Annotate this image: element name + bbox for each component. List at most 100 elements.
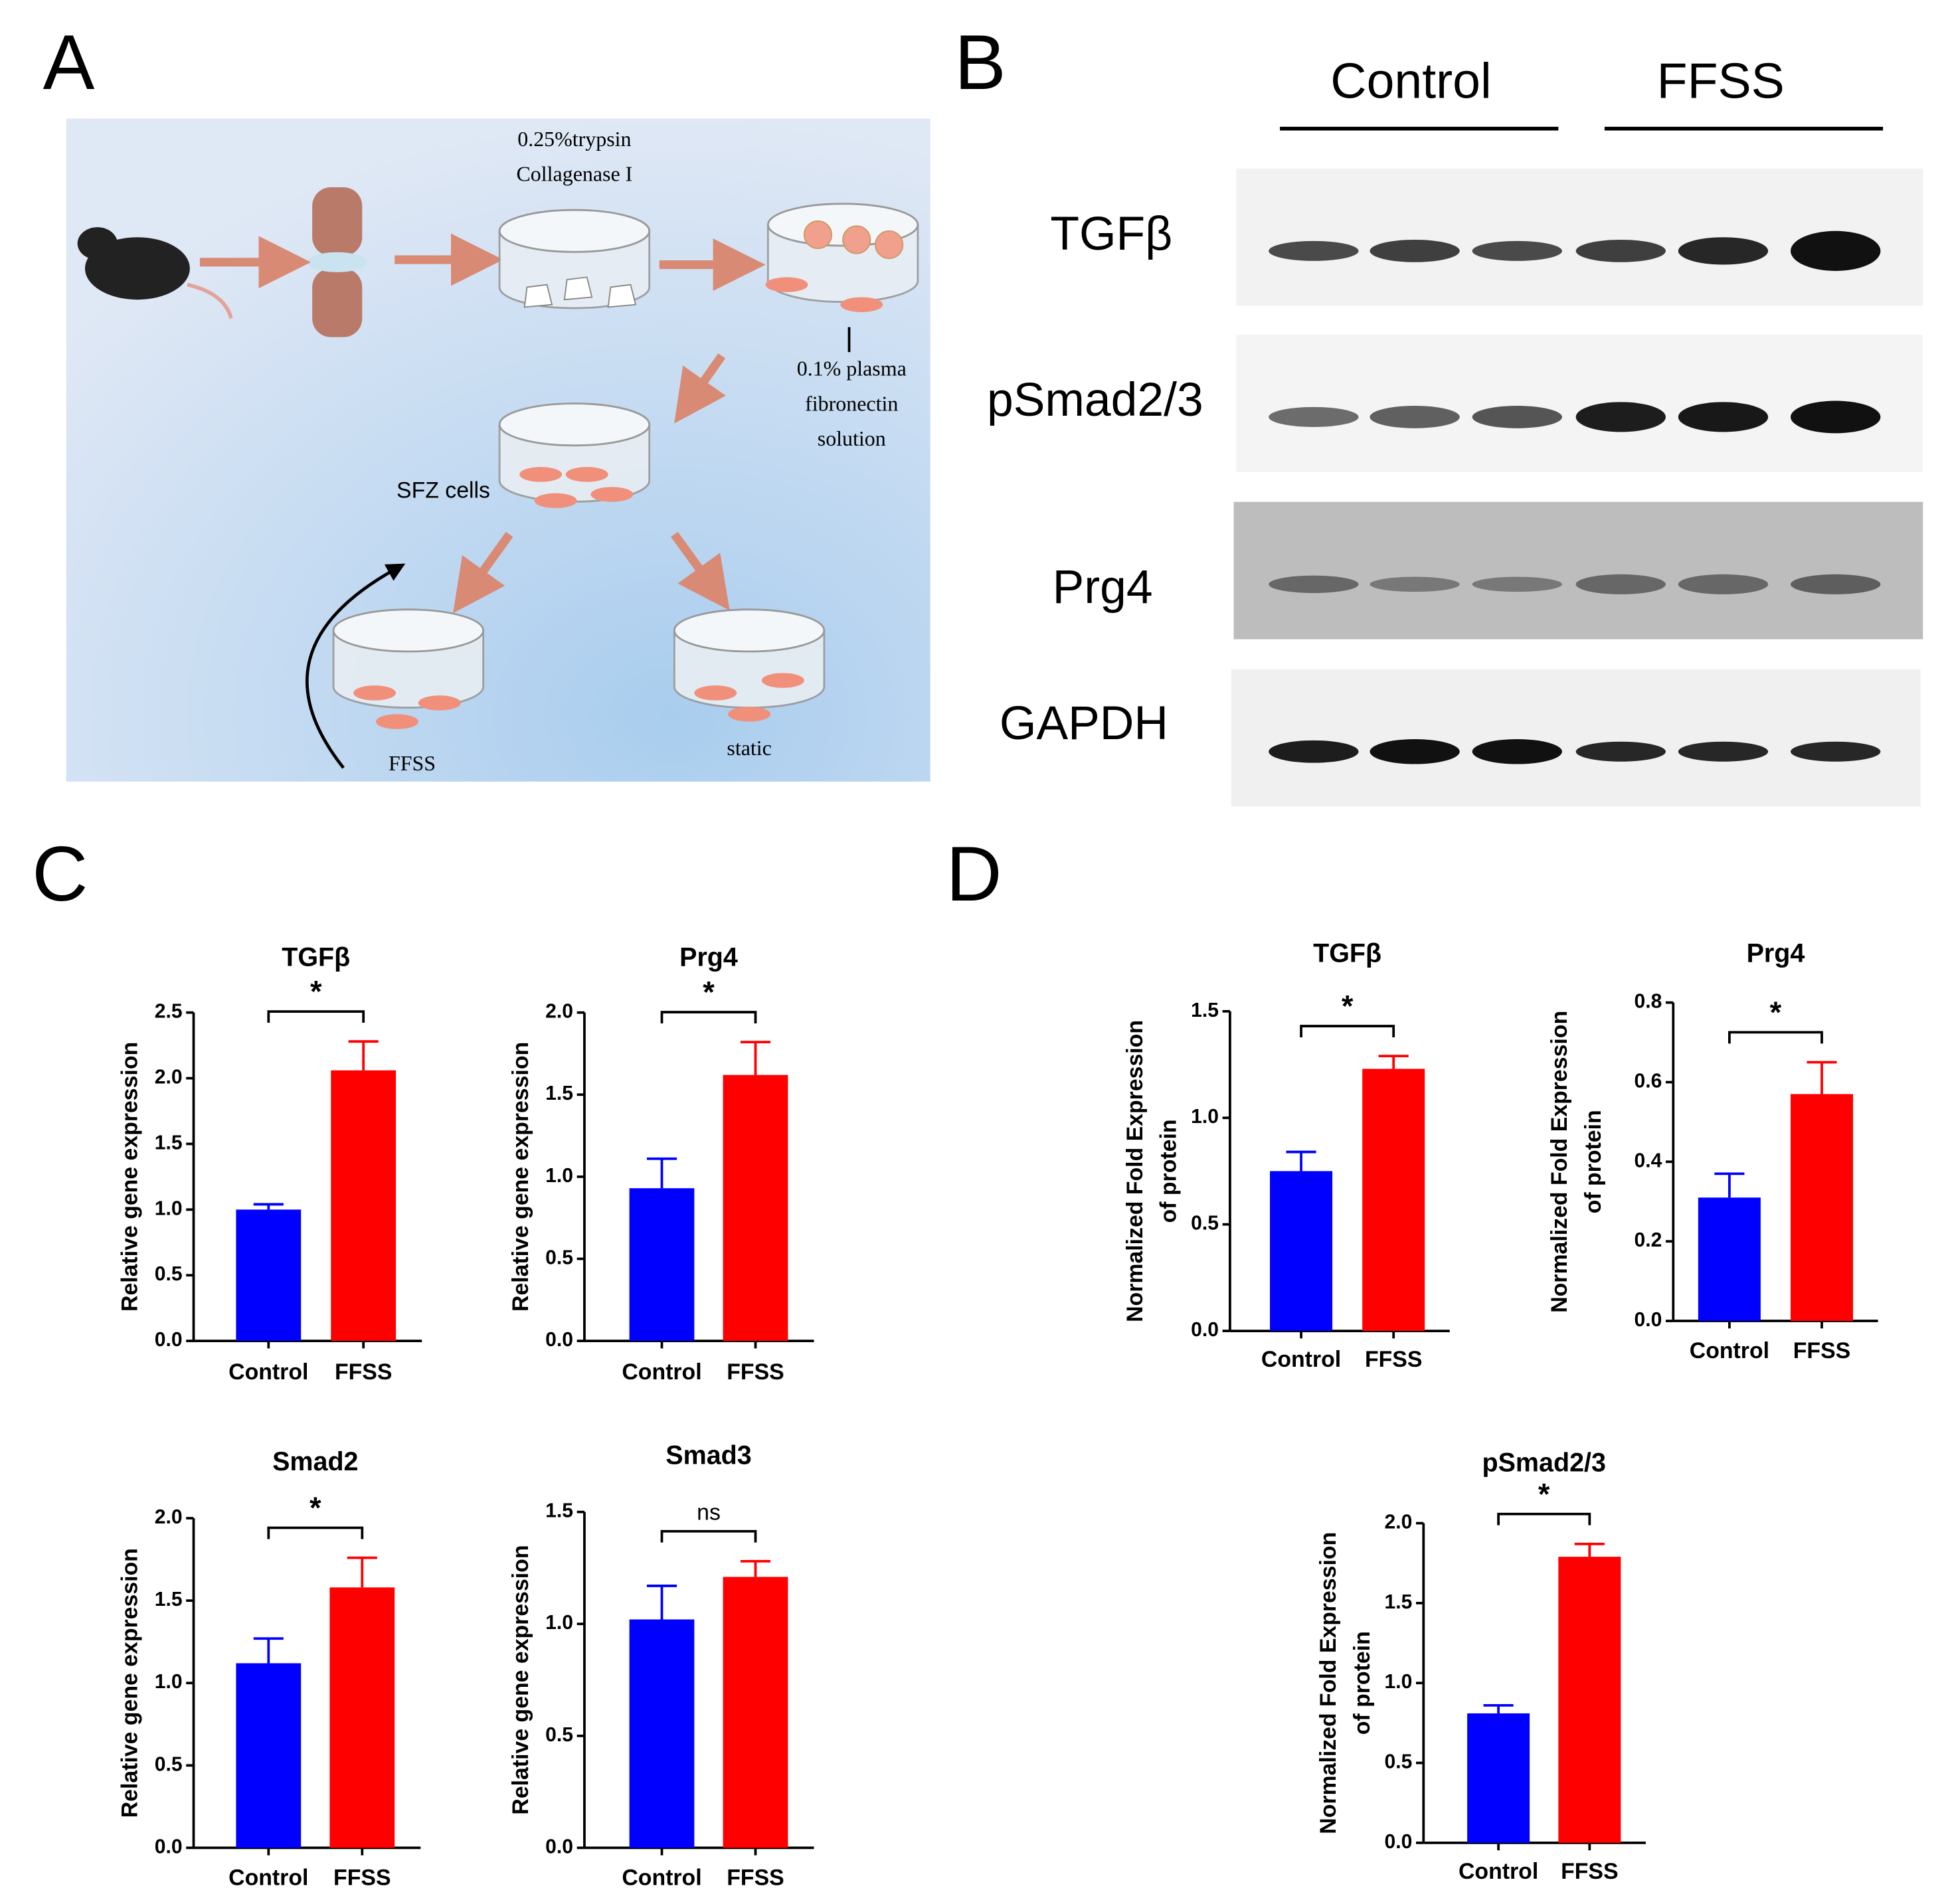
panel-label: B — [954, 19, 1006, 106]
y-tick-label: 2.0 — [545, 1001, 573, 1023]
bar — [1698, 1197, 1761, 1322]
western-blot: Control FFSS TGFβ pSmad2/3 Prg4 GAPDH — [987, 53, 1923, 807]
y-tick-label: 1.0 — [1385, 1671, 1413, 1693]
protein-label: GAPDH — [1000, 697, 1168, 750]
mouse-head — [77, 227, 118, 260]
bar — [723, 1577, 788, 1848]
y-tick-label: 0.0 — [155, 1836, 183, 1858]
y-tick-label: 0.2 — [1635, 1229, 1662, 1251]
diagram-label: 0.25%trypsin — [517, 128, 631, 151]
bar — [236, 1209, 302, 1341]
significance-bracket — [660, 1011, 757, 1023]
blot-band — [1678, 741, 1769, 762]
diagram-label: fibronectin — [805, 392, 898, 415]
x-tick-label: FFSS — [1365, 1347, 1422, 1372]
bar — [629, 1619, 695, 1848]
x-tick-label: FFSS — [727, 1359, 784, 1385]
group-label: FFSS — [1657, 53, 1785, 109]
bar-chart: Prg4 0.0 0.5 1.0 1.5 2.0 Relative gene express… — [508, 942, 814, 1385]
y-tick-label: 1.5 — [155, 1589, 183, 1610]
dish-rim — [498, 209, 651, 253]
blot-band — [1370, 576, 1460, 592]
x-tick-label: FFSS — [335, 1359, 392, 1385]
bar-chart: TGFβ 0.0 0.5 1.0 1.5 2.0 2.5 Relative gene expr… — [117, 942, 422, 1385]
x-tick-label: Control — [1690, 1338, 1769, 1363]
diagram-label: SFZ cells — [397, 478, 490, 503]
chart-title: pSmad2/3 — [1482, 1448, 1605, 1478]
protein-label: pSmad2/3 — [987, 373, 1203, 426]
y-tick-label: 0.5 — [155, 1753, 183, 1775]
blot-band — [1370, 738, 1460, 764]
tissue — [607, 284, 637, 308]
y-axis-label: Relative gene expression — [508, 1042, 533, 1312]
cell — [840, 297, 883, 312]
blot-band — [1575, 741, 1666, 762]
blot-band — [1269, 575, 1359, 593]
panel-label: C — [32, 830, 88, 917]
blot-band — [1791, 400, 1881, 434]
cell — [728, 707, 771, 722]
diagram-label: solution — [818, 427, 886, 450]
diagram-label: static — [727, 736, 771, 760]
significance-label: * — [310, 1491, 321, 1525]
cell — [375, 714, 418, 729]
arrow — [670, 531, 730, 611]
y-tick-label: 0.0 — [1635, 1309, 1662, 1331]
significance-label: * — [1342, 990, 1354, 1023]
cell — [534, 493, 577, 509]
x-tick-label: Control — [1261, 1347, 1341, 1372]
y-axis-label: of protein — [1350, 1631, 1375, 1735]
tissue — [523, 284, 553, 308]
y-tick-label: 1.0 — [155, 1671, 183, 1693]
dish-rim — [673, 608, 826, 653]
blot-band — [1370, 406, 1460, 428]
chart-title: TGFβ — [282, 942, 350, 972]
significance-bracket — [267, 1010, 365, 1023]
blot-band — [1472, 406, 1562, 428]
y-tick-label: 2.5 — [155, 1001, 183, 1023]
y-tick-label: 2.0 — [1385, 1512, 1413, 1533]
bar — [329, 1587, 395, 1848]
diagram: 0.25%trypsin Collagenase I 0.1% plasma f… — [66, 118, 930, 782]
significance-label: * — [1770, 995, 1782, 1029]
x-tick-label: Control — [1459, 1859, 1538, 1884]
y-tick-label: 1.5 — [155, 1132, 183, 1154]
cell — [519, 467, 563, 482]
y-axis-label: of protein — [1581, 1110, 1606, 1213]
significance-bracket — [1728, 1031, 1823, 1044]
bar-chart: TGFβ 0.0 0.5 1.0 1.5 Normalized Fold Expressi… — [1122, 939, 1450, 1372]
blot-band — [1791, 741, 1881, 762]
cell — [803, 220, 833, 250]
cell — [875, 230, 904, 260]
y-axis-label: Normalized Fold Expression — [1316, 1532, 1341, 1834]
significance-bracket — [267, 1526, 364, 1539]
y-axis-label: Normalized Fold Expression — [1547, 1011, 1572, 1313]
x-tick-label: FFSS — [1561, 1859, 1618, 1884]
y-tick-label: 0.5 — [155, 1263, 183, 1285]
blot-band — [1678, 237, 1769, 265]
significance-bracket — [1497, 1512, 1591, 1525]
bar-chart: Smad3 0.0 0.5 1.0 1.5 Relative gene expressio… — [508, 1440, 814, 1890]
blot-band — [1269, 740, 1359, 763]
blot-band — [1791, 230, 1881, 271]
bar — [1467, 1713, 1530, 1843]
bar — [236, 1663, 302, 1848]
y-tick-label: 0.8 — [1635, 991, 1662, 1013]
y-tick-label: 1.0 — [545, 1612, 573, 1634]
arrow — [453, 531, 513, 614]
dish-rim — [498, 402, 651, 447]
significance-bracket — [660, 1529, 757, 1543]
cell — [353, 685, 397, 701]
blot-band — [1472, 576, 1562, 592]
y-axis-label: of protein — [1156, 1119, 1182, 1223]
diagram-label: FFSS — [389, 752, 436, 775]
significance-label: * — [1538, 1477, 1550, 1511]
cell — [694, 685, 737, 701]
y-tick-label: 1.0 — [155, 1197, 183, 1219]
y-axis-label: Relative gene expression — [117, 1042, 142, 1312]
y-tick-label: 0.5 — [545, 1247, 573, 1268]
y-tick-label: 0.5 — [1385, 1751, 1413, 1773]
blot-band — [1269, 406, 1359, 427]
y-tick-label: 1.0 — [545, 1165, 573, 1187]
